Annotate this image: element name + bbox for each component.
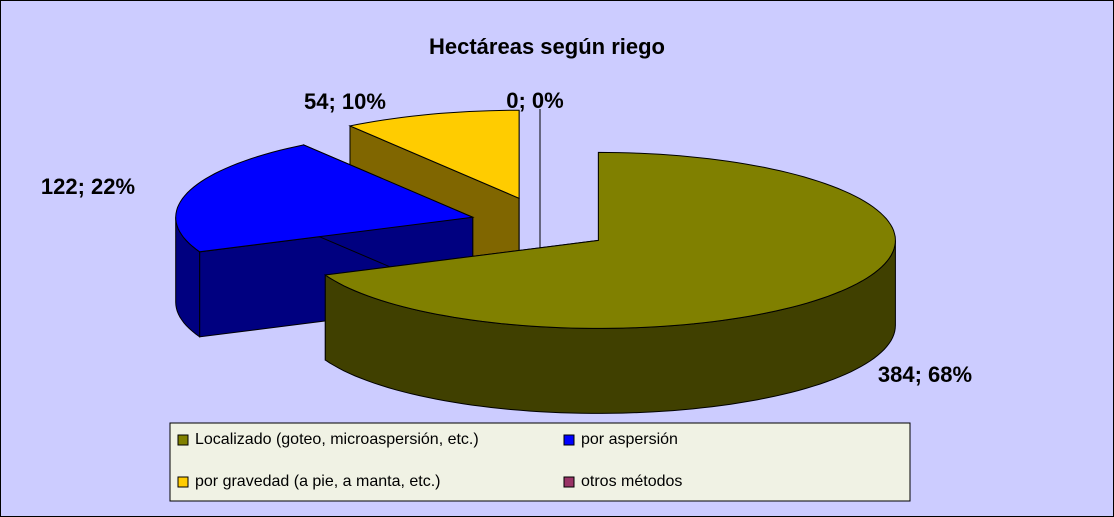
legend-swatch	[563, 476, 575, 488]
slice	[323, 151, 896, 414]
legend-swatch	[563, 434, 575, 446]
data-label: 0; 0%	[506, 88, 563, 113]
slice-top	[323, 151, 896, 329]
data-label: 122; 22%	[41, 174, 135, 199]
data-label: 54; 10%	[304, 89, 386, 114]
legend-swatch	[177, 434, 189, 446]
legend-label: por gravedad (a pie, a manta, etc.)	[195, 473, 440, 490]
legend-label: Localizado (goteo, microaspersión, etc.)	[195, 431, 479, 448]
slice-top	[175, 144, 475, 253]
legend-swatch	[177, 476, 189, 488]
legend	[169, 422, 911, 502]
slice	[175, 144, 475, 338]
data-label: 384; 68%	[878, 362, 972, 387]
chart-title: Hectáreas según riego	[429, 34, 665, 59]
legend-label: otros métodos	[581, 473, 682, 490]
legend-label: por aspersión	[581, 431, 678, 448]
slice-top	[348, 109, 520, 200]
